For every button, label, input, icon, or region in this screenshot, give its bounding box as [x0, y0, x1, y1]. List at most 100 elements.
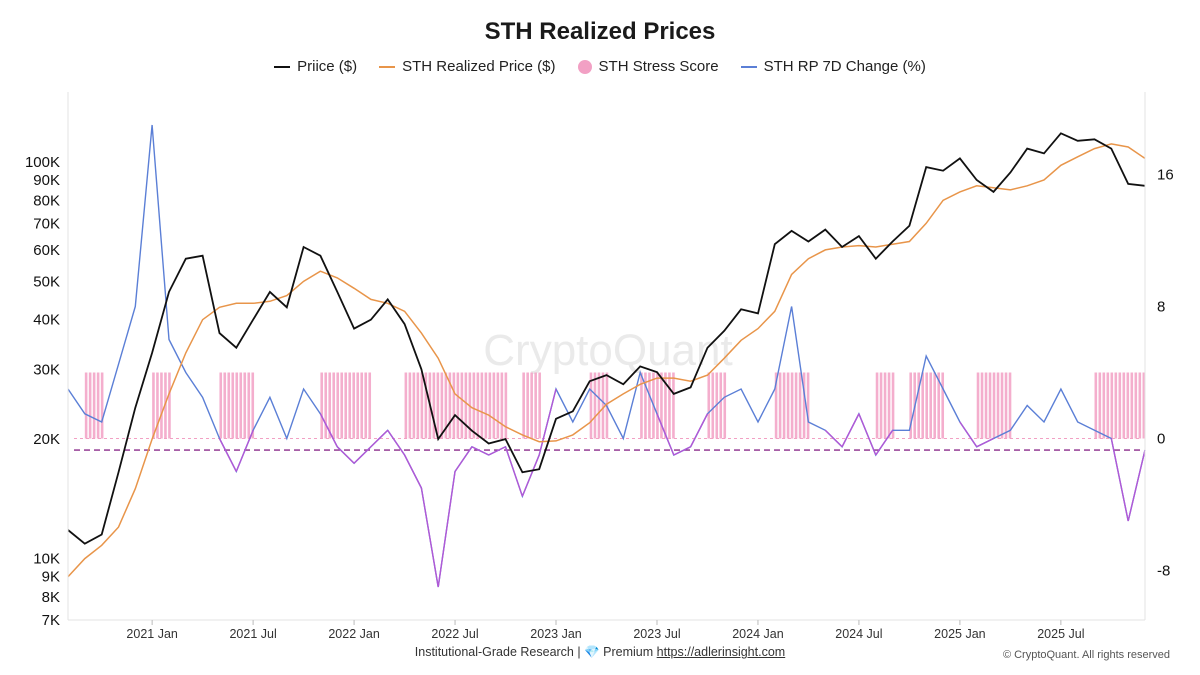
- stress-score-bar: [538, 372, 541, 439]
- stress-score-bar: [1126, 372, 1130, 439]
- stress-score-bar: [96, 372, 100, 439]
- stress-score-bar: [231, 372, 235, 439]
- stress-score-bar: [460, 372, 464, 439]
- stress-score-bar: [879, 372, 883, 439]
- stress-score-bar: [440, 372, 444, 439]
- stress-score-bar: [802, 372, 806, 439]
- stress-score-bar: [488, 372, 492, 439]
- stress-score-bars: [74, 372, 1146, 439]
- left-tick-label: 30K: [33, 361, 60, 378]
- stress-score-bar: [332, 372, 336, 439]
- stress-score-bar: [933, 372, 937, 439]
- stress-score-bar: [883, 372, 887, 439]
- stress-score-bar: [929, 372, 933, 439]
- stress-score-bar: [891, 372, 895, 439]
- series-segment-negative: [841, 413, 860, 448]
- stress-score-bar: [1102, 372, 1106, 439]
- diamond-icon: 💎: [584, 645, 600, 659]
- legend-item-stress-score[interactable]: STH Stress Score: [577, 58, 719, 75]
- copyright: © CryptoQuant. All rights reserved: [1002, 649, 1170, 661]
- stress-score-bar: [356, 372, 360, 439]
- stress-score-bar: [644, 372, 647, 439]
- stress-score-bar: [1134, 372, 1138, 439]
- stress-score-bar: [589, 372, 593, 439]
- stress-score-bar: [1122, 372, 1126, 439]
- stress-score-bar: [100, 372, 104, 439]
- stress-score-bar: [336, 372, 340, 439]
- series-segment-negative: [319, 413, 338, 448]
- stress-score-bar: [711, 372, 715, 439]
- stress-score-bar: [917, 372, 921, 439]
- x-tick-label: 2024 Jul: [835, 627, 882, 641]
- stress-score-bar: [239, 372, 243, 439]
- stress-score-bar: [984, 372, 988, 439]
- series-segment-negative: [370, 429, 389, 448]
- series-segment-negative: [521, 454, 540, 497]
- stress-score-bar: [806, 372, 810, 439]
- stress-score-bar: [786, 372, 790, 439]
- left-tick-label: 20K: [33, 431, 60, 448]
- stress-score-bar: [980, 372, 984, 439]
- legend-label-price: Priice ($): [297, 58, 358, 75]
- left-tick-label: 70K: [33, 215, 60, 232]
- chart-title: STH Realized Prices: [484, 18, 716, 45]
- stress-score-bar: [436, 372, 440, 439]
- left-tick-label: 100K: [25, 154, 60, 171]
- series-line-sth-realized-price: [67, 143, 1146, 578]
- series-segment-negative: [336, 446, 355, 464]
- series-segment-negative: [218, 438, 237, 472]
- stress-score-bar: [648, 372, 651, 439]
- series-segment-negative: [538, 388, 557, 456]
- stress-score-bar: [452, 372, 456, 439]
- x-tick-label: 2023 Jul: [633, 627, 680, 641]
- stress-score-bar: [996, 372, 1000, 439]
- series-segment-negative: [656, 413, 675, 456]
- left-tick-label: 40K: [33, 312, 60, 329]
- stress-score-bar: [476, 372, 480, 439]
- stress-score-bar: [593, 372, 597, 439]
- stress-score-bar: [320, 372, 324, 439]
- series-segment-negative: [403, 454, 423, 489]
- stress-score-bar: [988, 372, 992, 439]
- stress-score-bar: [668, 372, 671, 439]
- stress-score-bar: [925, 372, 929, 439]
- series-segment-negative: [235, 429, 254, 472]
- stress-score-bar: [1094, 372, 1098, 439]
- series-segment-negative: [875, 429, 894, 456]
- stress-score-bar: [909, 372, 913, 439]
- legend-item-price[interactable]: Priice ($): [274, 58, 357, 75]
- series-segment-negative: [488, 446, 506, 456]
- left-tick-label: 60K: [33, 242, 60, 259]
- stress-score-bar: [672, 372, 675, 439]
- legend-item-sth-realized-price[interactable]: STH Realized Price ($): [379, 58, 556, 75]
- legend-label-rp-change: STH RP 7D Change (%): [763, 58, 926, 75]
- stress-score-bar: [360, 372, 364, 439]
- x-tick-label: 2022 Jan: [328, 627, 379, 641]
- stress-score-bar: [522, 372, 525, 439]
- stress-score-bar: [875, 372, 879, 439]
- series-segment-negative: [471, 446, 490, 456]
- series-line-price: [67, 132, 1146, 545]
- stress-score-bar: [340, 372, 344, 439]
- series-segment-negative: [387, 429, 406, 456]
- stress-score-bar: [921, 372, 925, 439]
- legend-swatch-rp-change: [740, 65, 757, 68]
- stress-score-bar: [723, 372, 727, 439]
- stress-score-bar: [92, 372, 96, 439]
- stress-score-bar: [664, 372, 667, 439]
- footer-link[interactable]: https://adlerinsight.com: [656, 645, 786, 659]
- series-segment-negative: [437, 471, 456, 588]
- legend-item-rp-change[interactable]: STH RP 7D Change (%): [740, 58, 926, 75]
- stress-score-bar: [472, 372, 476, 439]
- series-segment-negative: [353, 446, 372, 464]
- series-segment-negative: [504, 446, 524, 497]
- series-segment-negative: [1127, 449, 1146, 522]
- legend-label-sth-realized-price: STH Realized Price ($): [402, 58, 556, 75]
- stress-score-bar: [1114, 372, 1118, 439]
- stress-score-bar: [526, 372, 529, 439]
- stress-score-bar: [1130, 372, 1134, 439]
- stress-score-bar: [88, 372, 92, 439]
- right-tick-label: -8: [1157, 563, 1170, 580]
- stress-score-bar: [352, 372, 356, 439]
- stress-score-bar: [1110, 372, 1114, 439]
